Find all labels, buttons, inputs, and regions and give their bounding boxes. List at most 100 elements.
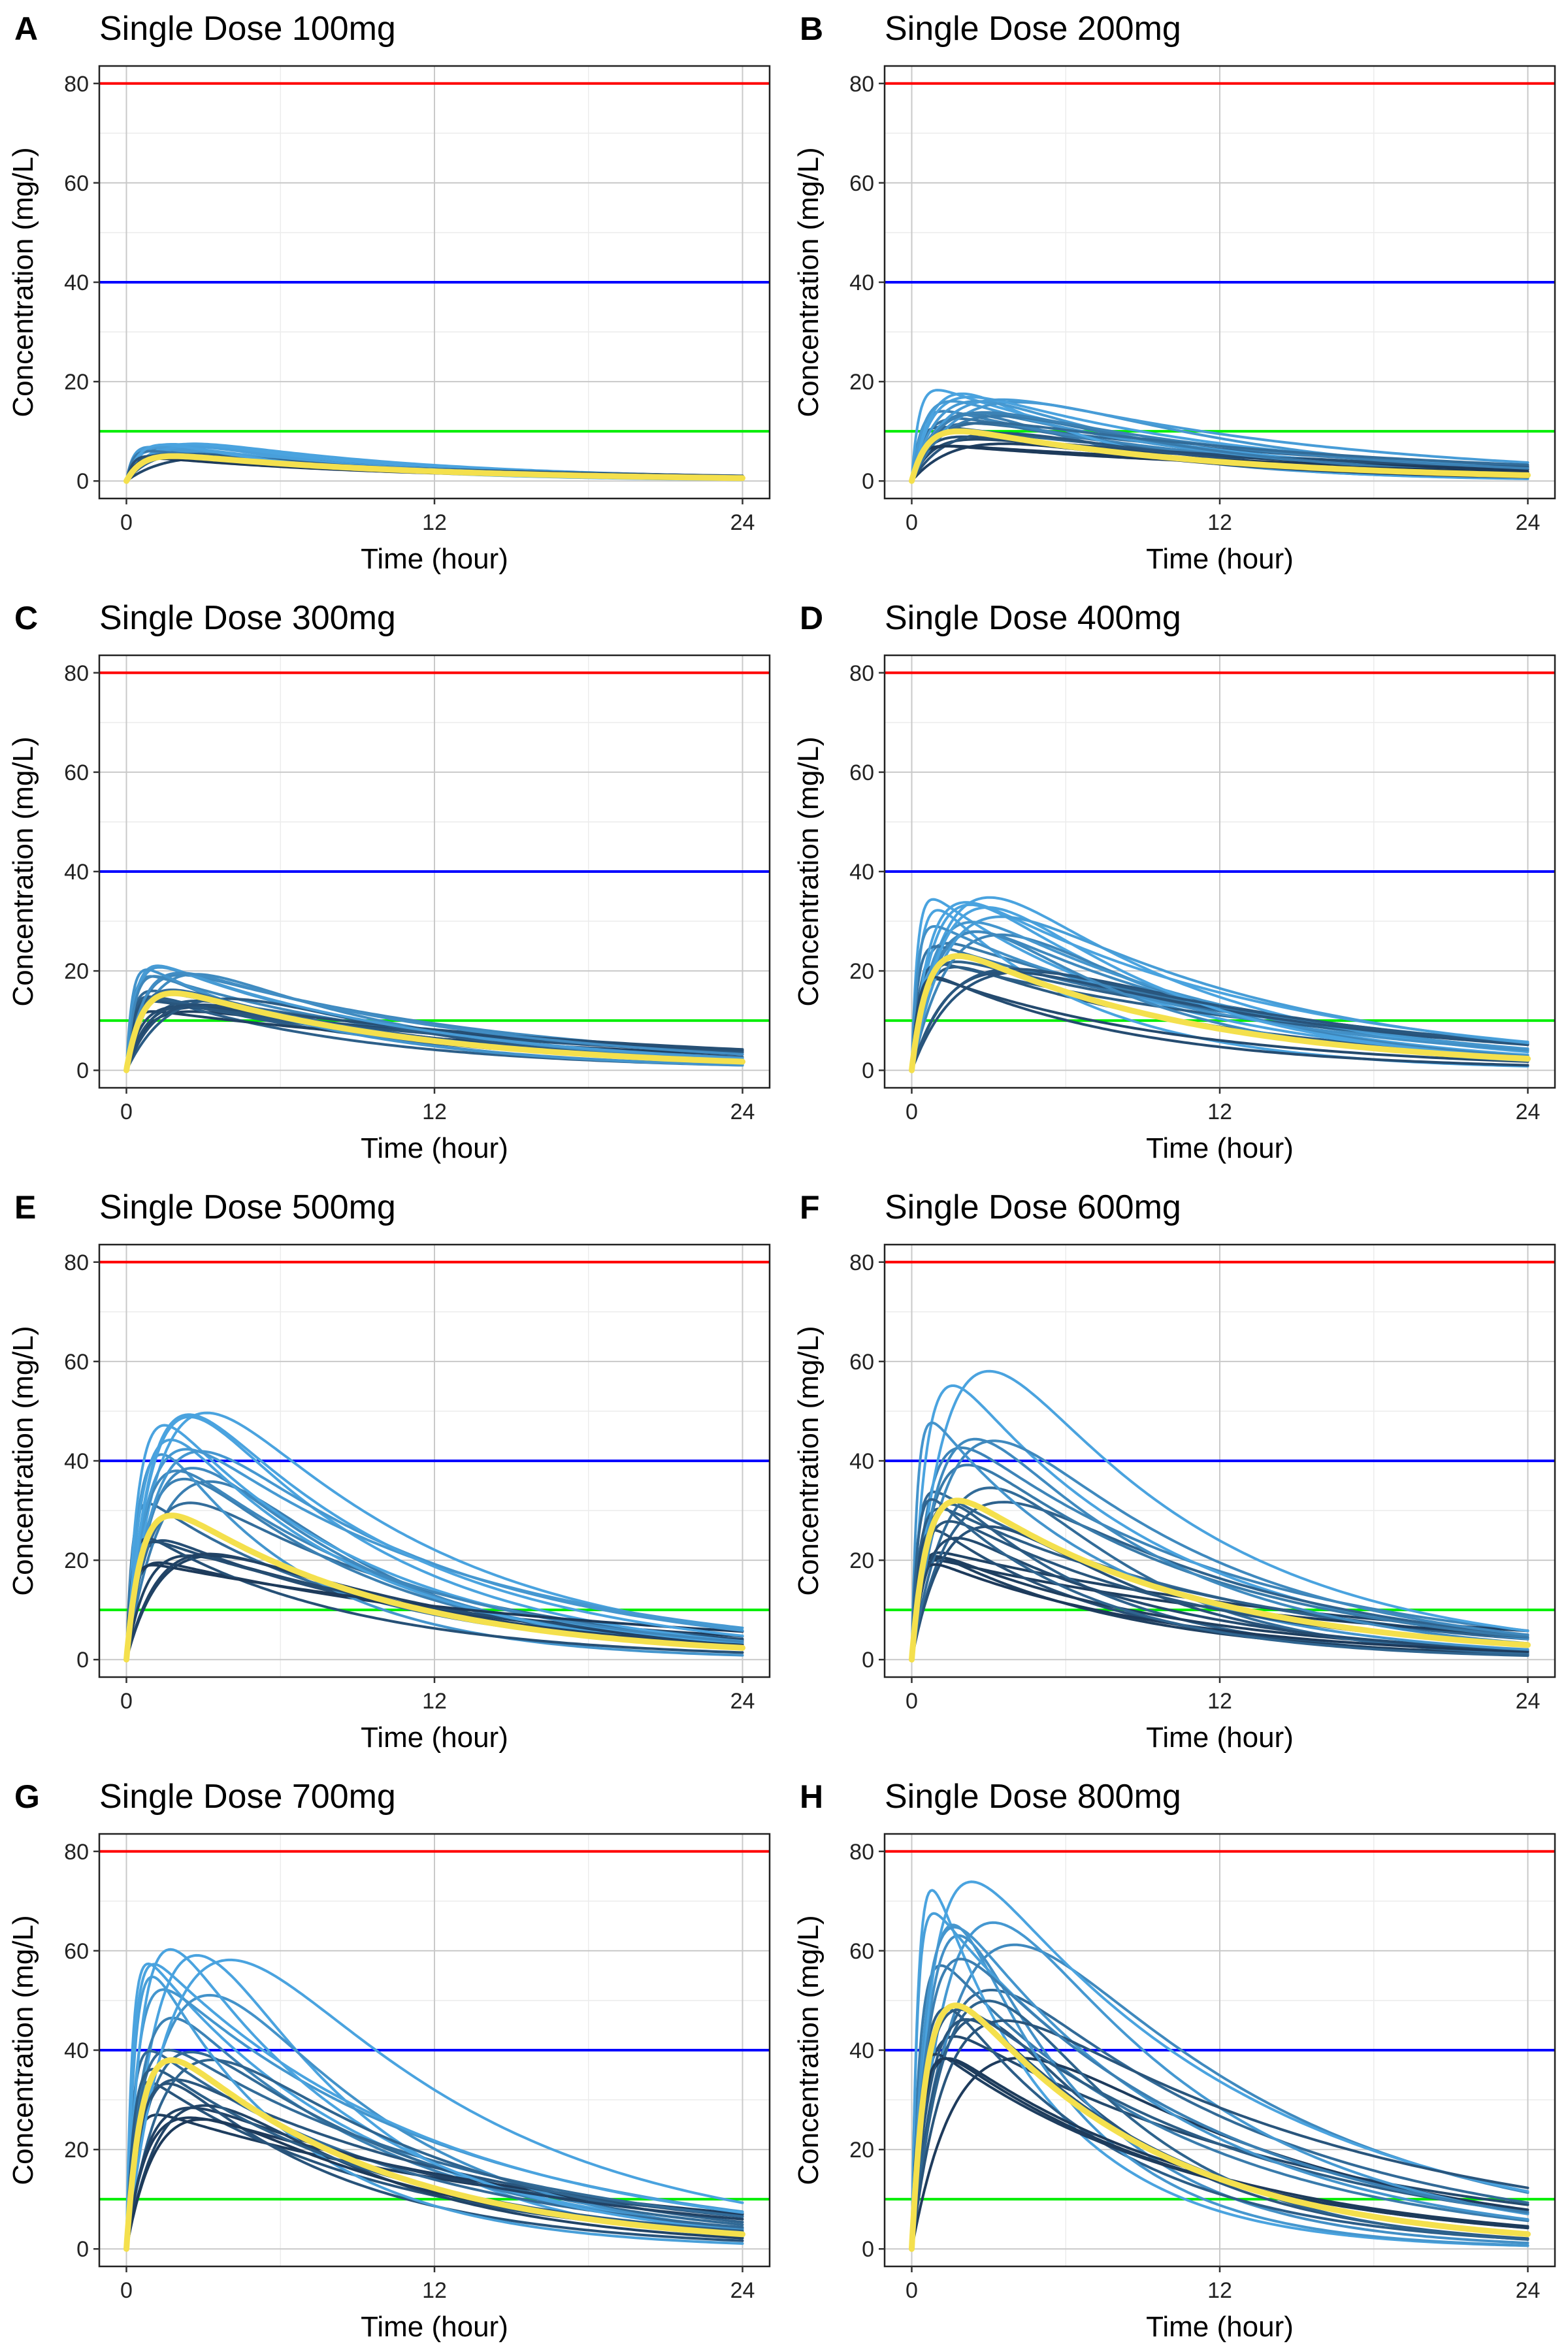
x-tick-label: 0: [906, 1689, 918, 1714]
y-tick-label: 20: [64, 370, 89, 395]
y-axis-label: Concentration (mg/L): [792, 1915, 825, 2185]
x-tick-label: 12: [1207, 1100, 1232, 1124]
y-tick-label: 0: [862, 469, 874, 494]
panel-f: 0 20 40 60 80 0 12 24 Time (hour) Concentration (…: [792, 1188, 1556, 1754]
median-curve: [123, 453, 745, 484]
x-tick-label: 24: [730, 510, 755, 535]
panel-b: 0 20 40 60 80 0 12 24 Time (hour) Concentration (…: [792, 10, 1556, 575]
median-curve: [909, 2002, 1531, 2252]
subject-curve: [125, 1948, 744, 2251]
median-curve: [909, 1497, 1531, 1663]
subject-curve: [125, 1563, 744, 1661]
subject-curve: [125, 1004, 744, 1072]
subject-curve: [910, 2008, 1529, 2251]
x-axis-label: Time (hour): [361, 543, 508, 575]
median-curve: [123, 1512, 745, 1663]
subject-curve: [125, 2058, 744, 2251]
subject-curve: [910, 2057, 1529, 2251]
subject-curve: [125, 1450, 744, 1661]
subject-curve: [910, 1999, 1529, 2251]
subject-curves: [909, 1880, 1531, 2252]
y-axis-label: Concentration (mg/L): [7, 1915, 39, 2185]
subject-curve: [125, 1413, 744, 1661]
panel-title: Single Dose 500mg: [99, 1188, 396, 1226]
y-tick-label: 0: [76, 2237, 89, 2262]
y-axis-label: Concentration (mg/L): [7, 736, 39, 1006]
panel-d: 0 20 40 60 80 0 12 24 Time (hour) Concentration (…: [792, 599, 1556, 1164]
subject-curve: [125, 1411, 744, 1661]
x-tick-label: 24: [1516, 1100, 1541, 1124]
subject-curve: [125, 1963, 744, 2251]
y-tick-label: 60: [64, 171, 89, 196]
x-axis-label: Time (hour): [361, 1132, 508, 1164]
panel-letter: H: [800, 1778, 823, 1815]
y-axis-label: Concentration (mg/L): [792, 1326, 825, 1595]
subject-curve: [910, 1880, 1529, 2251]
x-tick-label: 24: [730, 1100, 755, 1124]
y-tick-label: 40: [64, 860, 89, 885]
x-tick-label: 0: [120, 2278, 133, 2303]
panel-title: Single Dose 800mg: [885, 1778, 1181, 1816]
panel-c: 0 20 40 60 80 0 12 24 Time (hour) Concentration (…: [7, 599, 771, 1164]
y-tick-label: 40: [64, 2038, 89, 2063]
y-tick-label: 40: [849, 270, 874, 295]
x-tick-label: 24: [730, 1689, 755, 1714]
subject-curve: [910, 435, 1529, 483]
x-tick-label: 12: [422, 1689, 447, 1714]
subject-curve: [125, 964, 744, 1072]
subject-curves: [123, 1948, 745, 2252]
subject-curve: [910, 2057, 1529, 2251]
panel-letter: B: [800, 10, 823, 47]
y-tick-label: 80: [64, 1250, 89, 1275]
subject-curve: [910, 968, 1529, 1072]
x-tick-label: 0: [120, 1100, 133, 1124]
y-tick-label: 80: [64, 72, 89, 97]
subject-curve: [125, 1962, 744, 2251]
subject-curve: [910, 1463, 1529, 1661]
y-tick-label: 80: [849, 1840, 874, 1865]
x-axis-label: Time (hour): [361, 2311, 508, 2343]
x-tick-label: 12: [422, 2278, 447, 2303]
panel-title: Single Dose 200mg: [885, 10, 1181, 48]
y-tick-label: 20: [849, 370, 874, 395]
subject-curve: [125, 1958, 744, 2251]
x-tick-label: 24: [730, 2278, 755, 2303]
subject-curve: [910, 906, 1529, 1072]
y-tick-label: 80: [849, 661, 874, 686]
panel-title: Single Dose 300mg: [99, 599, 396, 637]
panel-letter: E: [14, 1189, 36, 1226]
x-axis-label: Time (hour): [1146, 1722, 1294, 1754]
y-tick-label: 40: [64, 1449, 89, 1474]
y-tick-label: 20: [849, 1548, 874, 1573]
median-curve: [123, 990, 745, 1073]
subject-curves: [909, 896, 1531, 1073]
subject-curve: [910, 398, 1529, 483]
x-tick-label: 0: [906, 510, 918, 535]
y-tick-label: 40: [849, 2038, 874, 2063]
y-tick-label: 80: [849, 72, 874, 97]
subject-curve: [125, 968, 744, 1072]
subject-curve: [910, 1486, 1529, 1661]
y-tick-label: 0: [862, 2237, 874, 2262]
subject-curves: [123, 442, 745, 484]
y-axis-label: Concentration (mg/L): [7, 1326, 39, 1595]
x-tick-label: 24: [1516, 2278, 1541, 2303]
y-tick-label: 80: [64, 1840, 89, 1865]
panel-g: 0 20 40 60 80 0 12 24 Time (hour) Concentration (…: [7, 1778, 771, 2343]
subject-curve: [125, 2082, 744, 2251]
median-curve: [909, 953, 1531, 1073]
y-tick-label: 60: [849, 1350, 874, 1375]
y-tick-label: 60: [64, 760, 89, 785]
y-tick-label: 0: [862, 1058, 874, 1083]
y-tick-label: 60: [849, 1939, 874, 1964]
panel-letter: C: [14, 600, 38, 636]
subject-curve: [910, 1957, 1529, 2251]
x-tick-label: 24: [1516, 1689, 1541, 1714]
subject-curve: [910, 915, 1529, 1072]
panel-title: Single Dose 400mg: [885, 599, 1181, 637]
panel-e: 0 20 40 60 80 0 12 24 Time (hour) Concentration (…: [7, 1188, 771, 1754]
x-tick-label: 0: [120, 1689, 133, 1714]
subject-curve: [910, 1563, 1529, 1661]
y-tick-label: 40: [64, 270, 89, 295]
y-tick-label: 40: [849, 1449, 874, 1474]
